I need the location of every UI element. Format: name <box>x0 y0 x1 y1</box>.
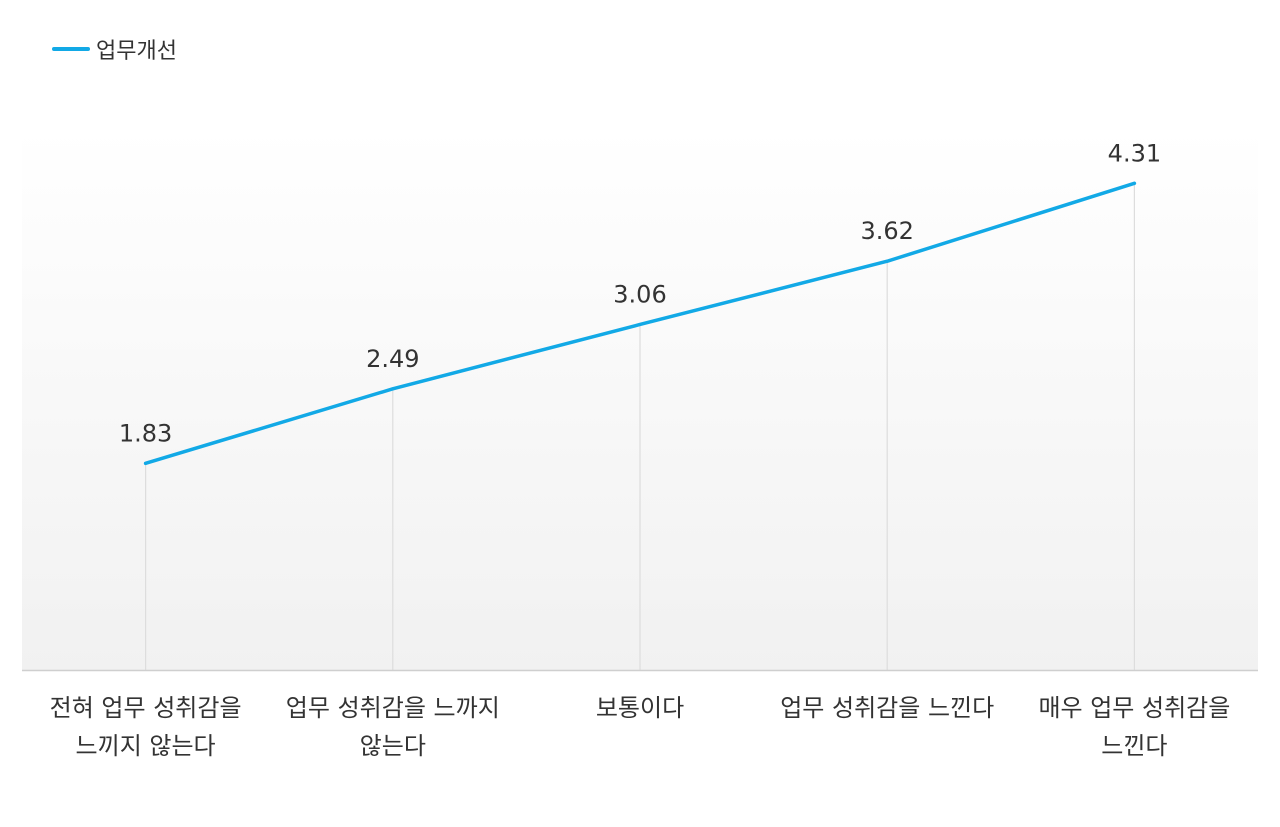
x-tick-label-line: 전혀 업무 성취감을 <box>50 694 242 722</box>
data-point <box>638 322 642 326</box>
data-label: 3.62 <box>860 217 913 245</box>
legend-label: 업무개선 <box>96 39 177 64</box>
data-label: 3.06 <box>613 280 666 308</box>
x-tick-label-line: 느낀다 <box>1101 732 1167 760</box>
x-tick-label-line: 업무 성취감을 느낀다 <box>780 694 994 722</box>
x-tick-label-line: 업무 성취감을 느까지 <box>286 694 500 722</box>
data-label: 2.49 <box>366 345 419 373</box>
x-tick-label-line: 느끼지 않는다 <box>76 732 216 760</box>
x-tick-label: 업무 성취감을 느낀다 <box>780 694 994 722</box>
data-point <box>885 259 889 263</box>
data-point <box>144 461 148 465</box>
data-label: 1.83 <box>119 419 172 447</box>
x-tick-label-line: 보통이다 <box>596 694 684 722</box>
legend-swatch <box>52 47 90 51</box>
data-label: 4.31 <box>1108 139 1161 167</box>
legend: 업무개선 <box>52 34 177 64</box>
data-point <box>1132 181 1136 185</box>
data-point <box>391 387 395 391</box>
x-tick-label: 보통이다 <box>596 694 684 722</box>
x-tick-label-line: 매우 업무 성취감을 <box>1038 694 1230 722</box>
x-tick-label-line: 않는다 <box>360 732 426 760</box>
